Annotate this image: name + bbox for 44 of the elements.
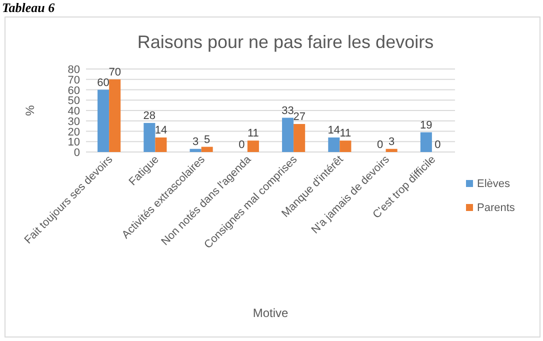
- legend-label: Elèves: [477, 178, 511, 190]
- bar: [98, 90, 110, 152]
- chart-title: Raisons pour ne pas faire les devoirs: [137, 32, 434, 52]
- bar: [386, 148, 398, 152]
- data-label: 0: [376, 139, 384, 151]
- y-tick-label: 20: [68, 126, 80, 138]
- y-axis-title: %: [23, 104, 37, 116]
- data-label: 27: [293, 110, 306, 123]
- y-tick-label: 0: [74, 147, 80, 159]
- y-tick-label: 50: [68, 95, 80, 108]
- bar: [340, 140, 352, 152]
- data-label: 19: [420, 119, 432, 132]
- y-tick-label: 80: [68, 64, 80, 76]
- bar: [109, 79, 121, 152]
- bar: [155, 137, 167, 152]
- y-tick-label: 70: [68, 74, 80, 86]
- data-label: 3: [388, 136, 395, 148]
- data-label: 14: [328, 124, 340, 136]
- y-tick-label: 60: [68, 84, 80, 97]
- data-label: 5: [204, 134, 210, 146]
- bar: [144, 122, 156, 152]
- y-tick-label: 30: [68, 116, 80, 128]
- bar: [328, 137, 340, 152]
- bar: [420, 132, 432, 152]
- data-label: 14: [154, 124, 168, 136]
- text: Tableau 6: [2, 0, 56, 15]
- bar: [247, 140, 259, 152]
- bar: [294, 124, 306, 152]
- data-label: 60: [97, 76, 110, 89]
- data-label: 28: [143, 110, 156, 122]
- x-axis-title: Motive: [252, 306, 288, 320]
- legend-label: Parents: [477, 202, 516, 214]
- data-label: 0: [238, 139, 245, 151]
- data-label: 3: [192, 136, 199, 148]
- bar: [190, 148, 202, 152]
- data-label: 11: [247, 128, 259, 140]
- y-tick-label: 40: [68, 106, 80, 118]
- data-label: 70: [108, 66, 121, 78]
- bar: [201, 146, 213, 152]
- y-tick-label: 10: [68, 136, 80, 149]
- data-label: 33: [282, 104, 294, 117]
- data-label: 11: [340, 128, 352, 140]
- data-label: 0: [434, 139, 441, 151]
- bar: [282, 118, 294, 152]
